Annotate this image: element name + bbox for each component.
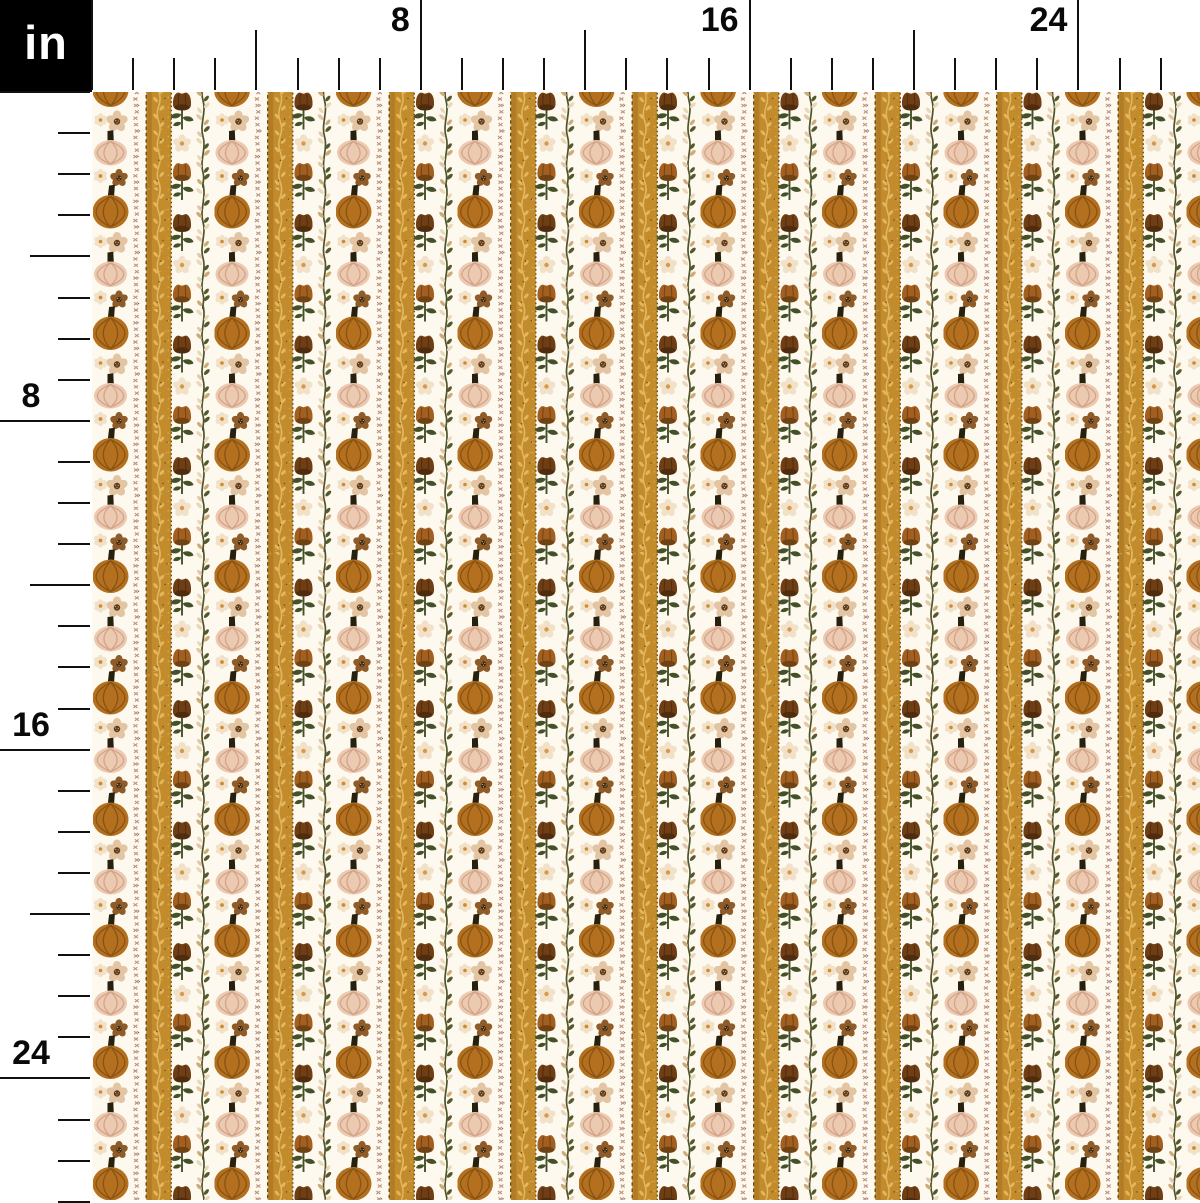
unit-label: in: [24, 15, 68, 69]
ruler-tick: [1159, 58, 1162, 90]
ruler-tick: [1036, 58, 1039, 90]
ruler-tick: [30, 913, 90, 915]
ruler-tick: [1118, 58, 1121, 90]
ruler-tick: [58, 625, 90, 628]
fabric-pattern-swatch: [92, 92, 1200, 1200]
ruler-label-left-24: 24: [12, 1034, 50, 1073]
ruler-tick: [30, 255, 90, 258]
ruler-tick: [0, 419, 90, 422]
ruler-tick: [460, 58, 463, 90]
top-ruler: 8 16 24: [91, 0, 1200, 92]
ruler-label-left-16: 16: [12, 705, 50, 744]
ruler-tick: [58, 871, 90, 874]
unit-box: in: [0, 0, 92, 92]
ruler-tick: [58, 995, 90, 998]
ruler-tick: [789, 58, 792, 90]
ruler-tick: [625, 58, 628, 90]
ruler-tick: [378, 58, 381, 90]
ruler-tick: [30, 584, 90, 587]
ruler-tick: [502, 58, 504, 90]
ruler-tick: [214, 58, 217, 90]
ruler-tick: [0, 1077, 90, 1080]
ruler-tick: [173, 58, 176, 90]
ruler-tick: [58, 132, 90, 135]
ruler-tick: [954, 58, 957, 90]
ruler-tick: [91, 0, 93, 90]
ruler-tick: [830, 58, 833, 90]
ruler-tick: [337, 58, 340, 90]
ruler-tick: [58, 666, 90, 669]
ruler-tick: [748, 0, 751, 90]
ruler-tick: [666, 58, 669, 90]
ruler-tick: [58, 789, 90, 792]
ruler-tick: [913, 30, 915, 90]
ruler-tick: [58, 337, 90, 340]
ruler-tick: [871, 58, 874, 90]
ruler-tick: [58, 830, 90, 833]
ruler-tick: [58, 502, 90, 504]
ruler-tick: [584, 30, 587, 90]
ruler-tick: [132, 58, 135, 90]
ruler-tick: [58, 707, 90, 710]
ruler-tick: [58, 214, 90, 217]
ruler-label-left-8: 8: [21, 376, 41, 415]
ruler-tick: [58, 1118, 90, 1121]
ruler-tick: [58, 1036, 90, 1039]
ruler-tick: [58, 460, 90, 463]
ruler-label-top-24: 24: [1029, 1, 1068, 39]
ruler-tick: [58, 173, 90, 176]
ruler-tick: [419, 0, 422, 90]
ruler-label-top-16: 16: [700, 1, 739, 39]
ruler-tick: [58, 954, 90, 957]
ruler-tick: [58, 1200, 90, 1203]
ruler-tick: [0, 748, 90, 751]
ruler-tick: [58, 296, 90, 299]
fabric-tiles: [92, 92, 1200, 1200]
ruler-tick: [0, 91, 90, 93]
left-ruler: 8 16 24: [0, 91, 92, 1203]
ruler-tick: [296, 58, 299, 90]
ruler-tick: [58, 378, 90, 381]
ruler-tick: [1077, 0, 1080, 90]
ruler-tick: [255, 30, 258, 90]
ruler-tick: [707, 58, 710, 90]
ruler-tick: [58, 1159, 90, 1162]
ruler-tick: [543, 58, 546, 90]
ruler-tick: [58, 543, 90, 546]
ruler-label-top-8: 8: [390, 1, 410, 39]
ruler-tick: [995, 58, 998, 90]
